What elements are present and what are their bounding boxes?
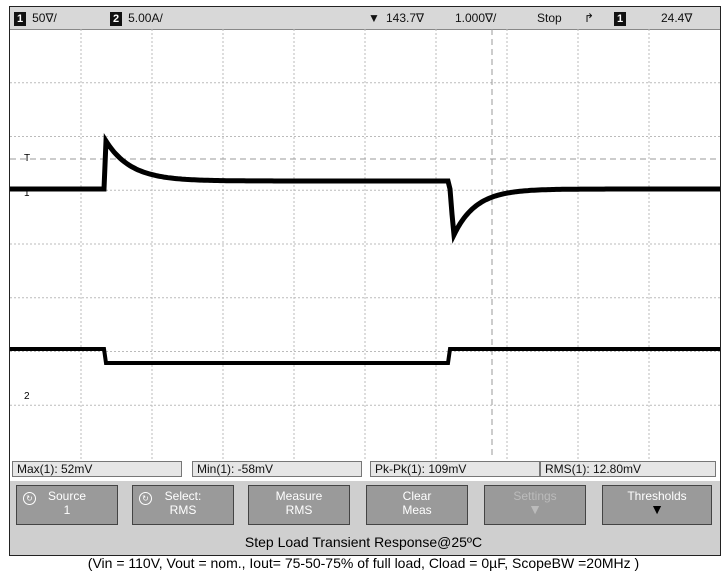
trigger-position-icon: ▼ [368, 11, 380, 25]
measurement-max: Max(1): 52mV [12, 461, 182, 477]
select-softkey[interactable]: ↻ Select: RMS [132, 485, 234, 525]
channel-1-scale[interactable]: 1 50∇/ [14, 11, 57, 26]
time-scale[interactable]: 1.000∇/ [455, 11, 497, 25]
measurement-min: Min(1): -58mV [192, 461, 362, 477]
trigger-source[interactable]: 1 [614, 11, 632, 26]
clear-meas-softkey[interactable]: Clear Meas [366, 485, 468, 525]
channel-2-marker: 2 [24, 391, 30, 402]
status-bar: 1 50∇/ 2 5.00A/ ▼ 143.7∇ 1.000∇/ Stop ↱ 1 … [10, 7, 720, 30]
softkey-bar: ↻ Source 1 ↻ Select: RMS Measure RMS Clear M… [10, 481, 720, 555]
measure-softkey[interactable]: Measure RMS [248, 485, 350, 525]
thresholds-softkey[interactable]: Thresholds ▼ [602, 485, 712, 525]
waveform-display: T 1 2 [10, 29, 720, 459]
measurement-pkpk: Pk-Pk(1): 109mV [370, 461, 540, 477]
channel-1-trace [10, 133, 720, 244]
settings-softkey[interactable]: Settings ▼ [484, 485, 586, 525]
oscilloscope-screen: 1 50∇/ 2 5.00A/ ▼ 143.7∇ 1.000∇/ Stop ↱ 1 … [9, 6, 721, 556]
trigger-position[interactable]: 143.7∇ [386, 11, 425, 25]
caption-conditions: (Vin = 110V, Vout = nom., Iout= 75-50-75… [87, 555, 640, 571]
caption-title: Step Load Transient Response@25ºC [244, 534, 483, 550]
channel-1-marker: 1 [24, 188, 30, 199]
arrow-down-icon: ▼ [650, 501, 664, 517]
arrow-down-icon: ▼ [528, 501, 542, 517]
run-state[interactable]: Stop [537, 11, 562, 25]
channel-2-scale[interactable]: 2 5.00A/ [110, 11, 163, 26]
measurement-rms: RMS(1): 12.80mV [540, 461, 716, 477]
trigger-marker: T [24, 153, 30, 164]
entry-knob-icon: ↻ [139, 492, 152, 505]
trigger-level[interactable]: 24.4∇ [661, 11, 693, 25]
trigger-edge-icon: ↱ [584, 11, 595, 25]
graticule [10, 29, 720, 459]
entry-knob-icon: ↻ [23, 492, 36, 505]
source-softkey[interactable]: ↻ Source 1 [16, 485, 118, 525]
channel-2-trace [10, 347, 720, 365]
measurement-bar: Max(1): 52mV Min(1): -58mV Pk-Pk(1): 109… [10, 459, 720, 479]
